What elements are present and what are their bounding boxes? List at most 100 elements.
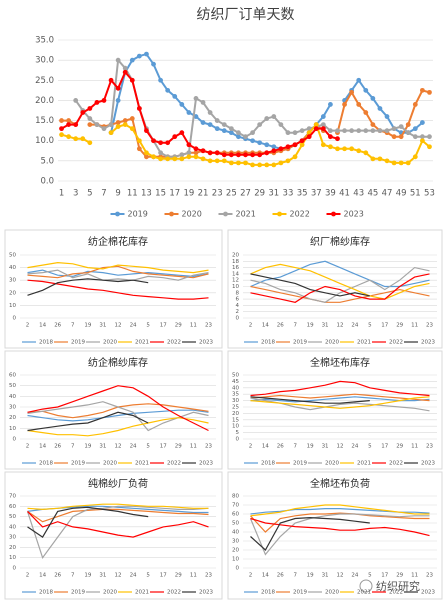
data-point <box>427 134 432 140</box>
x-tick-label: 13 <box>141 189 152 199</box>
data-point <box>73 122 79 127</box>
x-tick-label: 19 <box>183 189 194 199</box>
data-point <box>165 87 171 93</box>
legend-label: 2021 <box>357 461 371 467</box>
legend-label: 2021 <box>357 340 371 346</box>
data-point <box>391 126 397 132</box>
data-point <box>384 128 390 134</box>
y-tick-label: 15.0 <box>35 116 54 126</box>
data-point <box>158 77 163 83</box>
y-tick-label: 40 <box>9 524 16 530</box>
series-line <box>27 278 149 296</box>
legend-label: 2018 <box>39 461 53 467</box>
x-tick-label: 7 <box>71 323 75 329</box>
data-point <box>122 65 128 71</box>
x-tick-label: 12 <box>115 573 122 579</box>
x-tick-label: 26 <box>54 573 61 579</box>
x-tick-label: 29 <box>175 323 182 329</box>
x-tick-label: 2 <box>26 444 30 450</box>
data-point <box>158 140 163 146</box>
y-tick-label: 35 <box>232 392 239 398</box>
data-point <box>115 120 121 125</box>
x-tick-label: 24 <box>130 323 137 329</box>
x-tick-label: 27 <box>240 189 251 199</box>
data-point <box>412 102 418 107</box>
data-point <box>221 128 227 134</box>
data-point <box>391 160 397 166</box>
legend-label: 2020 <box>325 461 339 467</box>
data-point <box>271 144 277 150</box>
data-point <box>398 134 404 140</box>
series-line <box>249 513 430 556</box>
y-tick-label: 10 <box>232 284 239 290</box>
data-point <box>172 156 178 162</box>
legend-label: 2021 <box>135 340 149 346</box>
data-point <box>349 128 355 134</box>
data-point <box>377 106 383 111</box>
legend-label: 2020 <box>182 210 202 219</box>
y-tick-label: 25 <box>232 405 239 411</box>
data-point <box>87 106 93 111</box>
data-point <box>342 146 347 152</box>
series-line <box>27 261 209 274</box>
legend-label: 2020 <box>103 461 117 467</box>
data-point <box>214 126 220 132</box>
data-point <box>363 87 369 93</box>
series-line <box>27 508 209 523</box>
chart-title: 纺企棉花库存 <box>88 235 148 248</box>
x-tick-label: 17 <box>160 444 167 450</box>
series-line <box>26 505 209 559</box>
panel-frame <box>227 229 443 349</box>
data-point <box>59 126 64 132</box>
x-tick-label: 2 <box>249 573 253 579</box>
series-line <box>250 396 430 409</box>
x-tick-label: 31 <box>322 573 329 579</box>
x-tick-label: 25 <box>226 189 237 199</box>
y-tick-label: 70 <box>232 503 239 509</box>
x-tick-label: 5 <box>87 189 92 199</box>
data-point <box>158 150 163 156</box>
x-tick-label: 24 <box>351 323 358 329</box>
data-point <box>278 160 284 166</box>
legend-label: 2019 <box>293 590 307 596</box>
y-tick-label: 25.0 <box>35 76 54 86</box>
data-point <box>377 156 383 162</box>
series-line <box>61 70 338 156</box>
data-point <box>243 134 248 140</box>
data-point <box>349 89 355 95</box>
data-point <box>384 114 390 119</box>
data-point <box>228 126 234 132</box>
x-tick-label: 17 <box>381 323 388 329</box>
y-tick-label: 20 <box>9 290 16 296</box>
x-tick-label: 7 <box>293 444 297 450</box>
x-tick-label: 14 <box>262 444 269 450</box>
data-point <box>179 156 185 162</box>
x-tick-label: 37 <box>311 189 322 199</box>
y-tick-label: 50 <box>9 383 16 389</box>
data-point <box>278 146 284 152</box>
legend-label: 2021 <box>357 590 371 596</box>
data-point <box>207 122 213 127</box>
y-tick-label: 40 <box>9 265 16 271</box>
x-tick-label: 31 <box>322 323 329 329</box>
data-point <box>221 122 227 127</box>
legend-label: 2022 <box>389 340 403 346</box>
x-tick-label: 7 <box>101 189 106 199</box>
y-tick-label: 20 <box>232 411 239 417</box>
data-point <box>299 142 305 148</box>
data-point <box>257 152 263 158</box>
series-line <box>250 263 430 300</box>
data-point <box>250 130 255 136</box>
x-tick-label: 24 <box>351 444 358 450</box>
y-tick-label: 0 <box>13 316 17 322</box>
data-point <box>66 134 72 140</box>
series-line <box>27 411 149 432</box>
legend-label: 2023 <box>421 461 435 467</box>
series-line <box>27 269 209 281</box>
y-tick-label: 35.0 <box>35 36 54 46</box>
series-line <box>27 506 149 538</box>
data-point <box>129 116 135 121</box>
x-tick-label: 12 <box>337 323 344 329</box>
chart-title: 纺织厂订单天数 <box>197 7 295 23</box>
